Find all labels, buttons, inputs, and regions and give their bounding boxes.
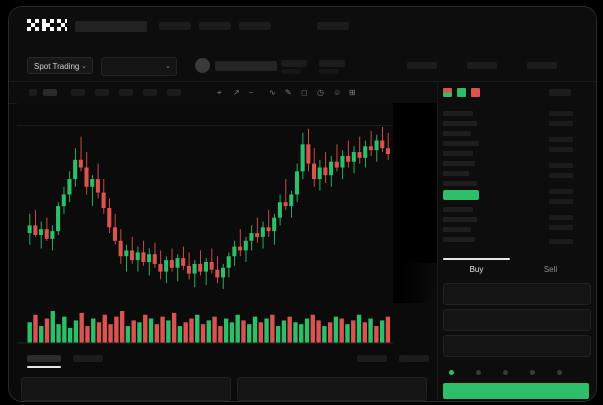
nav-item-1[interactable] [199, 22, 231, 30]
order-amount-input[interactable] [443, 309, 591, 331]
chart-tool-clock-icon[interactable]: ◷ [317, 88, 324, 97]
orderbook-row-value [549, 173, 573, 178]
orderbook-row[interactable] [443, 121, 477, 126]
orderbook-row[interactable] [443, 131, 471, 136]
nav-item-0[interactable] [159, 22, 191, 30]
timeframe-0[interactable] [29, 89, 37, 96]
market-stat-4 [407, 62, 437, 69]
orderbook-row-value [549, 147, 573, 152]
chart-tool-wave-icon[interactable]: ∿ [269, 88, 276, 97]
pair-select[interactable]: ⌄ [101, 57, 177, 76]
orderbook-row[interactable] [443, 227, 471, 232]
chart-tool-shape-icon[interactable]: ◻ [301, 88, 308, 97]
search-input[interactable] [75, 21, 147, 32]
pagination-dot-1[interactable] [476, 370, 481, 375]
pagination-dot-3[interactable] [530, 370, 535, 375]
volume-series [17, 311, 393, 344]
bottom-tab-right-0[interactable] [357, 355, 387, 362]
volume-chart [17, 307, 393, 345]
book-asks-icon[interactable] [471, 88, 480, 97]
market-stat-1 [281, 69, 301, 74]
nav-item-2[interactable] [239, 22, 271, 30]
tab-buy[interactable]: Buy [469, 265, 484, 274]
chart-tool-crosshair-icon[interactable]: ⌖ [217, 88, 222, 97]
timeframe-3[interactable] [95, 89, 109, 96]
timeframe-1[interactable] [43, 89, 57, 96]
pagination-dot-4[interactable] [557, 370, 562, 375]
market-stat-3 [319, 69, 339, 74]
okx-logo-icon[interactable] [27, 19, 67, 32]
orderbook-row[interactable] [443, 207, 473, 212]
chart-tool-emoji-icon[interactable]: ☺ [333, 88, 342, 97]
pagination-dot-0[interactable] [449, 370, 454, 375]
trading-mode-select[interactable]: Spot Trading ⌄ [27, 57, 93, 74]
app-window: Spot Trading ⌄ ⌄ ⌖ ↗ ⎯ ∿ ✎ ◻ ◷ ☺ ⊞ [8, 6, 597, 402]
timeframe-4[interactable] [119, 89, 133, 96]
bottom-tab-1[interactable] [73, 355, 103, 362]
tab-sell[interactable]: Sell [543, 265, 558, 274]
orderbook-row-value [549, 121, 573, 126]
book-bids-icon[interactable] [457, 88, 466, 97]
orderbook-row[interactable] [443, 111, 473, 116]
orderbook-row-value [549, 163, 573, 168]
orderbook-row[interactable] [443, 217, 477, 222]
bottom-panel-left[interactable] [21, 377, 231, 401]
timeframe-2[interactable] [71, 89, 85, 96]
chart-tool-line-icon[interactable]: ⎯ [249, 88, 253, 97]
chevron-down-icon: ⌄ [165, 63, 171, 70]
chart-top-gridline [17, 125, 393, 126]
nav-item-3[interactable] [317, 22, 349, 30]
market-stat-6 [527, 62, 557, 69]
bottom-tab-0[interactable] [27, 355, 61, 362]
orderbook-row-value [549, 225, 573, 230]
chart-tool-trend-icon[interactable]: ↗ [233, 88, 240, 97]
orderbook-row-value [549, 239, 573, 244]
orderbook-row[interactable] [443, 141, 479, 146]
chart-tool-grid-icon[interactable]: ⊞ [349, 88, 356, 97]
price-chart[interactable] [17, 103, 393, 303]
orderbook-row[interactable] [443, 161, 475, 166]
chart-overlay-gradient [393, 103, 437, 303]
orderbook-row-value [549, 199, 573, 204]
order-total-input[interactable] [443, 335, 591, 357]
timeframe-6[interactable] [167, 89, 181, 96]
orderbook-row[interactable] [443, 181, 477, 186]
market-stat-2 [319, 60, 345, 67]
candlestick-series [27, 127, 390, 289]
timeframe-5[interactable] [143, 89, 157, 96]
orderbook-row[interactable] [443, 151, 473, 156]
top-bar [9, 7, 596, 41]
market-stat-0 [281, 60, 307, 67]
order-price-input[interactable] [443, 283, 591, 305]
pair-name-label [215, 61, 277, 71]
market-stat-5 [467, 62, 497, 69]
orderbook-row-value [549, 137, 573, 142]
trading-mode-label: Spot Trading [34, 62, 80, 71]
orderbook-depth-select[interactable] [549, 89, 571, 96]
bottom-tab-right-1[interactable] [399, 355, 429, 362]
orderbook-row[interactable] [443, 237, 475, 242]
chevron-down-icon: ⌄ [81, 63, 87, 70]
orderbook-row[interactable] [443, 171, 469, 176]
buy-tab-underline [443, 258, 510, 260]
pagination-dot-2[interactable] [503, 370, 508, 375]
orderbook-row-value [549, 189, 573, 194]
bottom-tab-0-underline [27, 366, 61, 368]
book-all-icon[interactable] [443, 88, 452, 97]
coin-avatar [195, 58, 210, 73]
bottom-panel-right[interactable] [237, 377, 427, 401]
submit-order-button[interactable] [443, 383, 589, 399]
orderbook-row-value [549, 215, 573, 220]
chart-tool-pencil-icon[interactable]: ✎ [285, 88, 292, 97]
orderbook-row-value [549, 111, 573, 116]
orderbook-spread-highlight [443, 190, 479, 200]
